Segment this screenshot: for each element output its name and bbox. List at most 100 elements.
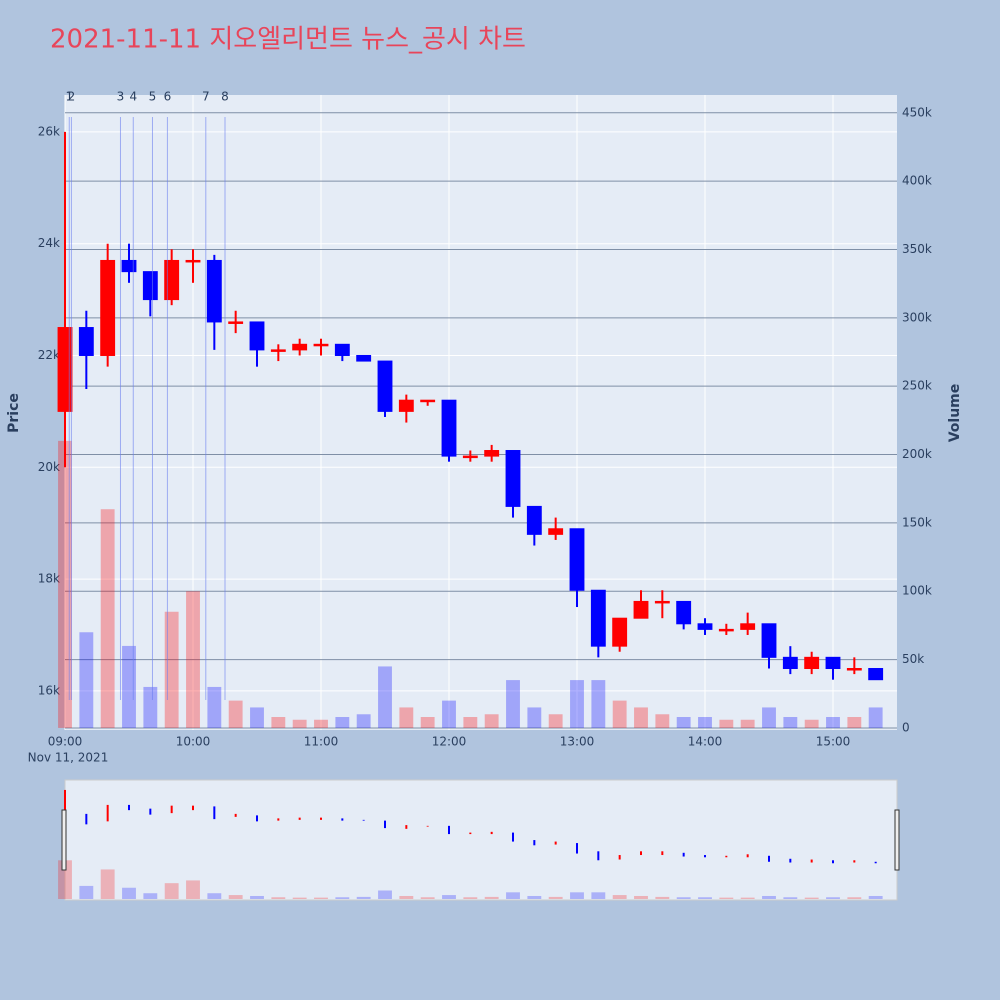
candle-body bbox=[825, 656, 841, 670]
volume-bar bbox=[420, 717, 435, 728]
y2-tick-label: 400k bbox=[902, 174, 932, 188]
volume-bar bbox=[527, 707, 542, 728]
slider-volume bbox=[740, 897, 755, 899]
slider-volume bbox=[335, 897, 350, 899]
candle-body bbox=[441, 399, 457, 457]
slider-volume bbox=[356, 896, 371, 899]
slider-volume bbox=[420, 897, 435, 899]
slider-volume bbox=[783, 897, 798, 899]
candle-body bbox=[270, 349, 286, 352]
candle-body bbox=[548, 528, 564, 535]
range-slider[interactable] bbox=[64, 779, 898, 901]
chart-title: 2021-11-11 지오엘리먼트 뉴스_공시 차트 bbox=[50, 25, 526, 55]
y-axis-title: Price bbox=[6, 393, 22, 433]
slider-handle-left[interactable] bbox=[61, 809, 67, 871]
slider-volume bbox=[271, 897, 286, 899]
plot-area bbox=[65, 95, 897, 730]
news-label: 3 bbox=[117, 90, 125, 104]
slider-volume bbox=[591, 892, 606, 899]
news-label: 8 bbox=[221, 90, 229, 104]
volume-bar bbox=[506, 680, 520, 728]
slider-volume bbox=[164, 883, 179, 899]
slider-volume bbox=[292, 897, 307, 899]
candle-body bbox=[761, 623, 777, 658]
y-tick-label: 18k bbox=[38, 572, 60, 586]
candle-body bbox=[78, 327, 94, 356]
volume-bar bbox=[186, 591, 200, 728]
slider-volume bbox=[378, 890, 392, 899]
candle-body bbox=[633, 600, 649, 619]
volume-bar bbox=[783, 717, 798, 728]
volume-bar bbox=[676, 717, 691, 728]
volume-bar bbox=[591, 680, 606, 728]
candle-body bbox=[292, 343, 308, 351]
y-tick-label: 24k bbox=[38, 236, 60, 250]
candle-body bbox=[846, 668, 862, 671]
candle-body bbox=[612, 617, 628, 647]
slider-volume bbox=[868, 895, 883, 899]
candle-body bbox=[462, 455, 478, 459]
candle-body bbox=[676, 600, 692, 625]
news-label: 5 bbox=[149, 90, 157, 104]
candle-body bbox=[313, 343, 329, 347]
volume-bar bbox=[207, 686, 222, 728]
candle-body bbox=[142, 271, 158, 301]
slider-volume bbox=[762, 895, 776, 899]
slider-volume bbox=[527, 895, 542, 899]
candle-body bbox=[121, 259, 137, 273]
volume-bar bbox=[484, 714, 499, 728]
x-tick-label: 10:00 bbox=[176, 735, 211, 749]
y2-axis-title: Volume bbox=[947, 384, 963, 443]
slider-volume bbox=[143, 893, 158, 899]
slider-volume bbox=[826, 897, 840, 899]
slider-volume bbox=[399, 895, 414, 899]
candle-body bbox=[164, 259, 180, 301]
volume-bar bbox=[228, 700, 243, 728]
y2-tick-label: 50k bbox=[902, 652, 924, 666]
slider-volume bbox=[676, 897, 691, 899]
y2-tick-label: 150k bbox=[902, 515, 932, 529]
candle-body bbox=[228, 321, 244, 324]
y2-tick-label: 200k bbox=[902, 447, 932, 461]
volume-bar bbox=[698, 717, 712, 728]
news-label: 1 bbox=[65, 90, 73, 104]
candle-body bbox=[590, 589, 606, 647]
volume-bar bbox=[804, 719, 819, 728]
volume-bar bbox=[463, 717, 478, 728]
volume-bar bbox=[292, 719, 307, 728]
slider-volume bbox=[186, 880, 200, 899]
candle-body bbox=[484, 450, 500, 457]
slider-volume bbox=[847, 897, 862, 899]
slider-volume bbox=[506, 892, 520, 899]
volume-bar bbox=[442, 700, 456, 728]
volume-bar bbox=[143, 686, 158, 728]
slider-handle-right[interactable] bbox=[894, 809, 900, 871]
volume-bar bbox=[335, 717, 350, 728]
volume-bar bbox=[719, 719, 734, 728]
volume-bar bbox=[271, 717, 286, 728]
candle-body bbox=[398, 399, 414, 412]
slider-volume bbox=[442, 895, 456, 899]
volume-bar bbox=[740, 719, 755, 728]
candle-body bbox=[249, 321, 265, 351]
candle-body bbox=[356, 354, 372, 362]
candle-body bbox=[868, 668, 884, 681]
volume-bar bbox=[634, 707, 648, 728]
x-tick-label: 15:00 bbox=[816, 735, 851, 749]
slider-volume bbox=[719, 897, 734, 899]
slider-volume bbox=[463, 897, 478, 899]
candle-body bbox=[654, 600, 670, 604]
slider-volume bbox=[612, 895, 627, 899]
y-tick-label: 16k bbox=[38, 683, 60, 697]
candle-body bbox=[569, 528, 585, 591]
volume-bar bbox=[378, 666, 392, 728]
volume-bar bbox=[122, 645, 136, 728]
slider-volume bbox=[228, 895, 243, 899]
y2-tick-label: 250k bbox=[902, 379, 932, 393]
candle-body bbox=[206, 259, 222, 323]
slider-volume bbox=[100, 869, 115, 899]
volume-bar bbox=[762, 707, 776, 728]
slider-volume bbox=[207, 893, 222, 899]
y-tick-label: 26k bbox=[38, 124, 60, 138]
